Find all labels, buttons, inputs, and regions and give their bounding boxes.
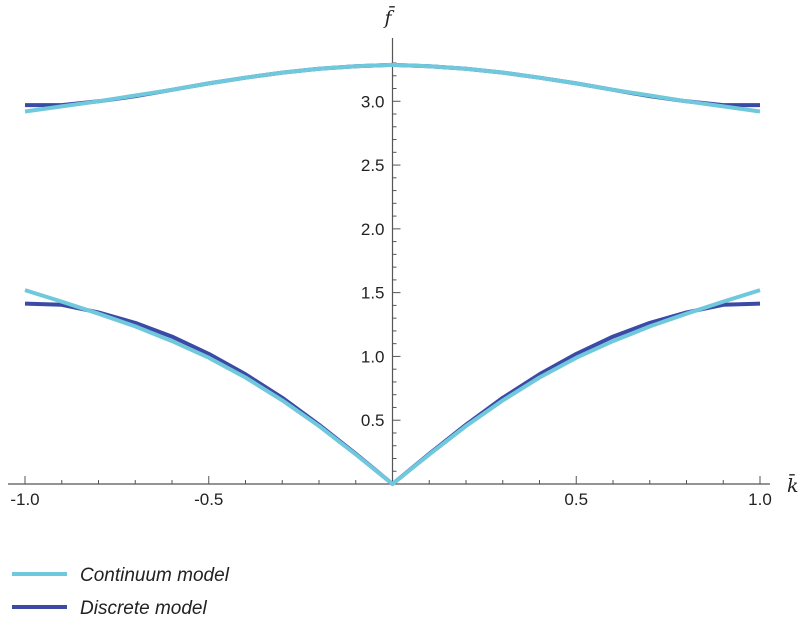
axes: -1.0 -0.5 0.5 1.0 0.5 1.0 1.5 2.0 2.5 3.0 k̄ f̄ xyxy=(8,5,799,509)
legend-label: Continuum model xyxy=(80,565,230,586)
y-tick-label: 0.5 xyxy=(361,411,385,430)
x-ticks: -1.0 -0.5 0.5 1.0 xyxy=(10,476,772,509)
y-tick-label: 1.0 xyxy=(361,347,385,366)
x-tick-label: -1.0 xyxy=(10,490,39,509)
continuum-model-lower-branch xyxy=(24,288,761,486)
plot-lines xyxy=(24,62,761,486)
y-tick-label: 1.5 xyxy=(361,284,385,303)
legend-label: Discrete model xyxy=(80,598,207,619)
y-axis-label: f̄ xyxy=(383,5,396,29)
y-tick-label: 3.0 xyxy=(361,92,385,111)
y-tick-label: 2.5 xyxy=(361,156,385,175)
legend: Continuum model Discrete model xyxy=(12,565,230,619)
continuum-model-upper-branch xyxy=(24,62,761,114)
y-ticks: 0.5 1.0 1.5 2.0 2.5 3.0 xyxy=(361,62,401,472)
y-tick-label: 2.0 xyxy=(361,220,385,239)
x-tick-label: 1.0 xyxy=(748,490,772,509)
x-tick-label: 0.5 xyxy=(564,490,588,509)
x-tick-label: -0.5 xyxy=(194,490,223,509)
x-axis-label: k̄ xyxy=(787,473,799,497)
